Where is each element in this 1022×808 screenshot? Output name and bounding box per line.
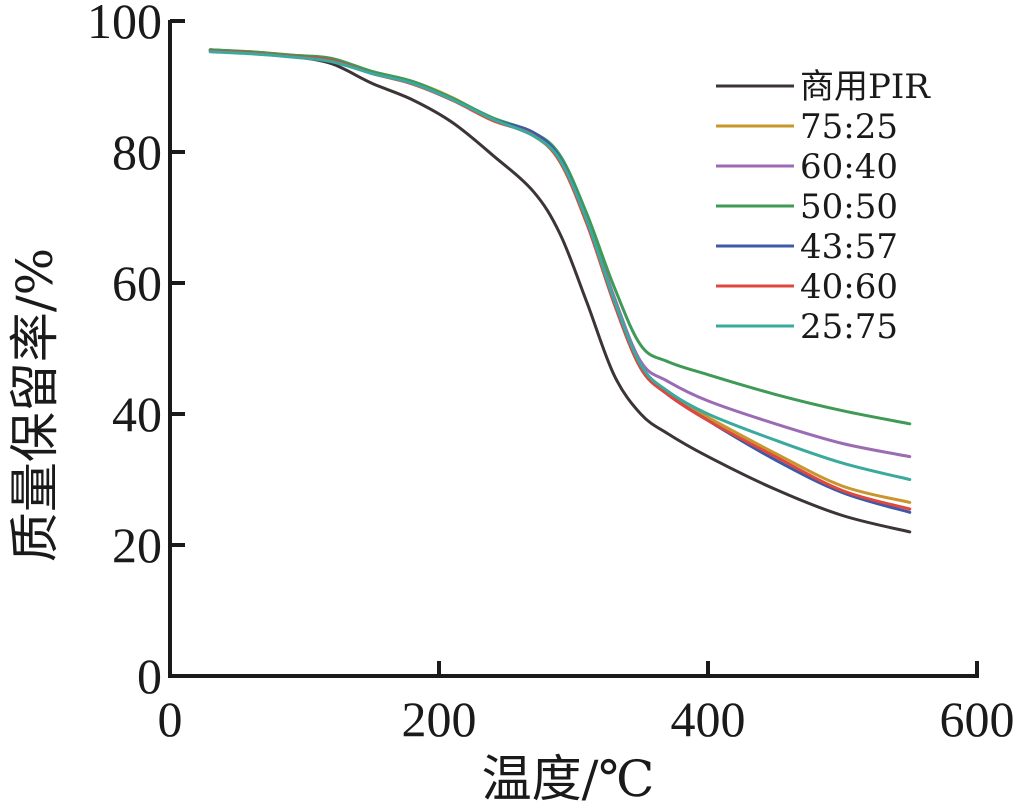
legend-label: 75:25 [800, 107, 898, 147]
y-tick-label: 20 [112, 517, 162, 573]
y-tick-label: 40 [112, 386, 162, 442]
x-tick-label: 200 [402, 691, 477, 747]
ticks: 0 20 40 60 80 100 0 200 400 600 [87, 0, 1015, 747]
x-tick-label: 600 [940, 691, 1015, 747]
legend-label: 25:75 [800, 307, 898, 347]
series-line-3 [208, 48, 912, 426]
y-tick-label: 100 [87, 0, 162, 49]
y-axis-title: 质量保留率/% [6, 248, 64, 562]
legend-label: 43:57 [800, 227, 898, 267]
legend-label: 商用PIR [800, 67, 931, 107]
x-tick-label: 0 [158, 691, 183, 747]
y-tick-label: 60 [112, 255, 162, 311]
x-axis-title: 温度/℃ [482, 750, 655, 808]
legend-label: 40:60 [800, 267, 898, 307]
x-tick-label: 400 [671, 691, 746, 747]
series-layer [208, 48, 912, 534]
axes [168, 20, 979, 678]
legend-label: 50:50 [800, 187, 898, 227]
series-line-0 [208, 48, 912, 534]
legend-label: 60:40 [800, 147, 898, 187]
series-line-6 [208, 50, 912, 481]
y-tick-label: 0 [137, 648, 162, 704]
y-tick-label: 80 [112, 124, 162, 180]
